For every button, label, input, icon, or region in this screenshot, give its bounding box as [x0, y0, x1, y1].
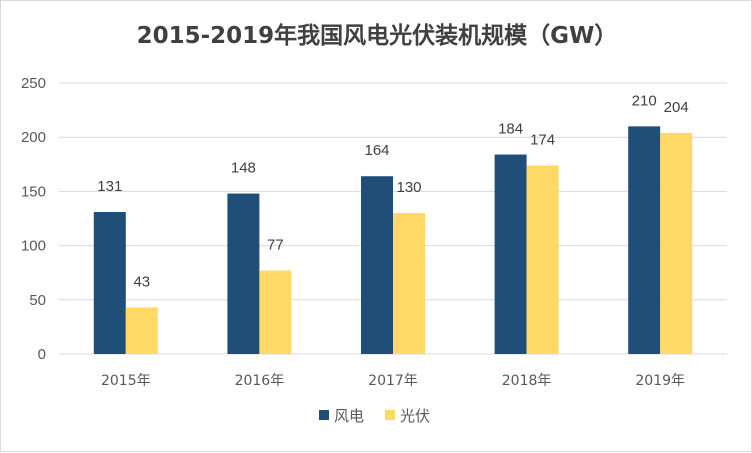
- bar-wind: [628, 126, 661, 354]
- data-label: 130: [396, 179, 421, 196]
- y-tick-label: 50: [29, 292, 46, 309]
- data-label: 184: [498, 121, 523, 138]
- x-tick-label: 2019年: [635, 373, 685, 389]
- x-tick-label: 2016年: [235, 373, 285, 389]
- data-label: 43: [133, 273, 150, 290]
- data-labels: 131 43 148 77 164 130 184 174 210 204: [97, 92, 688, 290]
- chart-title: 2015-2019年我国风电光伏装机规模（GW）: [137, 22, 618, 49]
- legend-swatch: [319, 410, 329, 420]
- y-tick-label: 250: [21, 75, 46, 92]
- data-label: 164: [364, 142, 389, 159]
- x-tick-label: 2018年: [502, 373, 552, 389]
- data-label: 148: [231, 160, 256, 177]
- data-label: 131: [97, 178, 122, 195]
- x-tick-label: 2015年: [101, 373, 151, 389]
- data-label: 210: [632, 92, 657, 109]
- bar-solar: [526, 165, 559, 354]
- data-label: 204: [664, 99, 689, 116]
- bar-solar: [660, 132, 693, 354]
- y-tick-label: 200: [21, 129, 46, 146]
- legend: 风电 光伏: [319, 407, 430, 425]
- x-axis-ticks: 2015年 2016年 2017年 2018年 2019年: [101, 373, 685, 389]
- bar-wind: [93, 211, 126, 354]
- y-tick-label: 150: [21, 183, 46, 200]
- y-tick-label: 0: [38, 346, 46, 363]
- bar-solar: [259, 270, 292, 354]
- bar-solar: [125, 307, 158, 354]
- bar-wind: [227, 193, 260, 354]
- y-tick-label: 100: [21, 238, 46, 255]
- legend-label: 风电: [334, 407, 364, 425]
- bar-wind: [361, 176, 393, 354]
- y-axis-ticks: 0 50 100 150 200 250: [21, 75, 46, 363]
- bar-solar: [393, 213, 425, 354]
- legend-swatch: [385, 410, 395, 420]
- data-label: 77: [267, 237, 284, 254]
- x-tick-label: 2017年: [368, 373, 418, 389]
- data-label: 174: [530, 131, 555, 148]
- bars: [93, 126, 693, 354]
- legend-label: 光伏: [400, 407, 430, 425]
- bar-wind: [494, 154, 527, 354]
